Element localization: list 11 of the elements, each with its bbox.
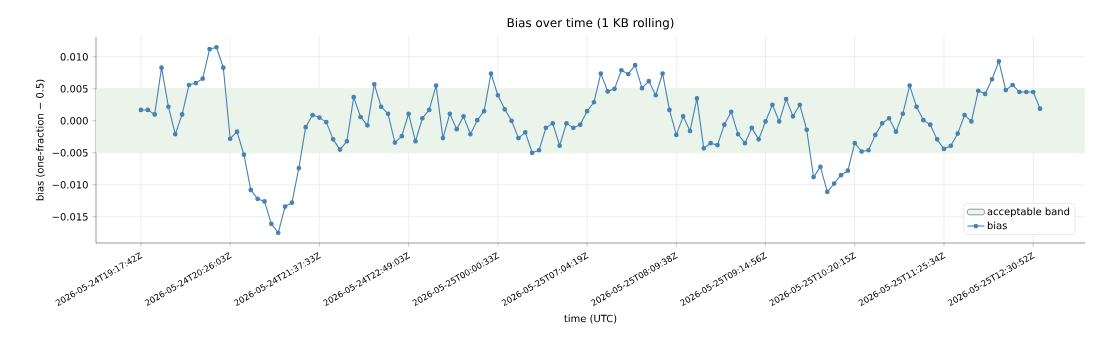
x-axis-title: time (UTC)	[564, 314, 617, 324]
y-tick-label: −0.005	[52, 149, 88, 157]
y-tick-label: 0.005	[60, 85, 88, 93]
y-tick-label: 0.000	[60, 117, 88, 125]
legend-label: bias	[987, 221, 1007, 230]
y-tick-label: 0.010	[60, 53, 88, 61]
y-tick-label: −0.010	[52, 181, 88, 189]
y-tick-label: −0.015	[52, 212, 88, 221]
y-axis-title: bias (one-fraction − 0.5)	[35, 79, 45, 201]
legend-label: acceptable band	[987, 207, 1070, 218]
chart-title: Bias over time (1 KB rolling)	[507, 17, 674, 30]
